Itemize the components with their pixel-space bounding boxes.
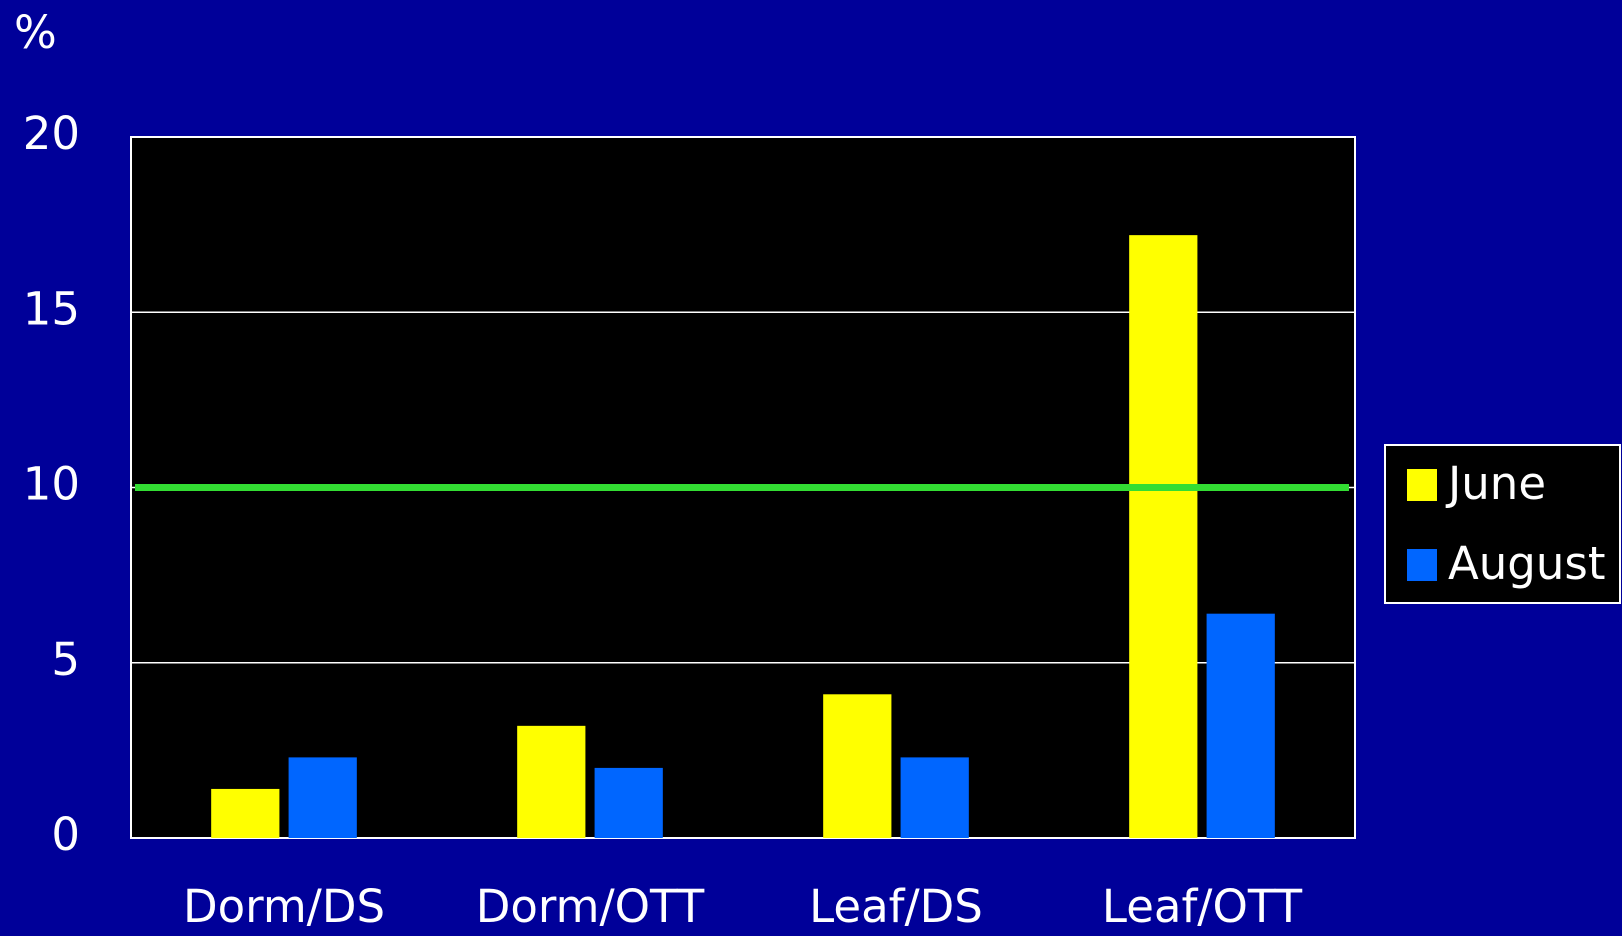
bar (594, 767, 663, 838)
bar (517, 725, 586, 838)
x-tick-label: Dorm/DS (183, 880, 385, 933)
bar (1206, 613, 1275, 838)
y-tick-label: 5 (51, 633, 80, 686)
y-tick-label: 10 (23, 458, 80, 511)
y-axis-label: % (14, 6, 57, 59)
x-tick-label: Leaf/OTT (1102, 880, 1303, 933)
bar (823, 694, 892, 838)
legend-swatch (1407, 469, 1437, 501)
bar (900, 757, 969, 838)
y-tick-label: 15 (23, 282, 80, 335)
y-tick-label: 20 (23, 107, 80, 160)
y-tick-label: 0 (51, 808, 80, 861)
bar (1129, 235, 1198, 838)
legend-swatch (1407, 549, 1437, 581)
x-tick-label: Leaf/DS (809, 880, 983, 933)
x-tick-label: Dorm/OTT (476, 880, 705, 933)
bar (211, 788, 280, 838)
legend-label: August (1448, 537, 1605, 590)
bar (288, 757, 357, 838)
legend-label: June (1445, 457, 1546, 510)
